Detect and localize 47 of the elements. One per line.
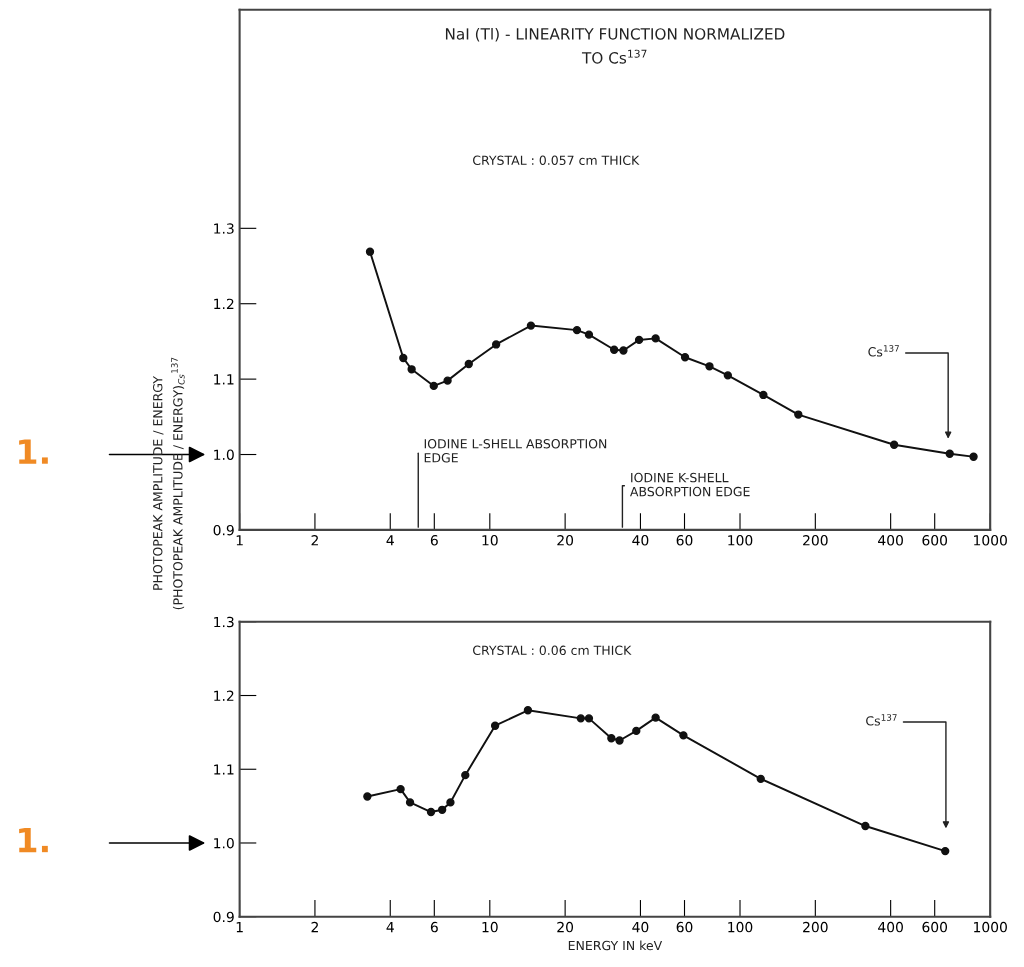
x-tick-label: 1 — [236, 535, 243, 546]
text: 1. — [19, 439, 48, 464]
x-tick-label: 20 — [557, 535, 574, 546]
x-tick-label: 60 — [676, 535, 693, 546]
annotation: IODINE L-SHELL ABSORPTION EDGE — [424, 439, 607, 463]
annotation: IODINE K-SHELL ABSORPTION EDGE — [630, 472, 750, 497]
x-tick-label: 1000 — [974, 921, 1007, 933]
x-tick-label: 400 — [878, 921, 903, 933]
y-tick-label: 1.1 — [214, 374, 234, 385]
x-tick-label: 1000 — [974, 535, 1007, 546]
x-axis-title: ENERGY IN keV — [568, 940, 663, 951]
x-tick-label: 4 — [386, 535, 394, 546]
x-tick-label: 2 — [311, 921, 318, 933]
x-tick-label: 100 — [728, 921, 753, 933]
x-tick-label: 1 — [236, 922, 243, 933]
y-tick-label: 1.0 — [214, 837, 234, 849]
x-tick-label: 100 — [728, 535, 753, 546]
x-tick-label: 4 — [386, 922, 394, 933]
x-tick-label: 60 — [676, 921, 693, 933]
y-tick-label: 0.9 — [213, 911, 234, 923]
y-tick-label: 1.1 — [214, 764, 234, 775]
text: 1. — [19, 827, 48, 853]
x-tick-label: 600 — [922, 535, 948, 546]
annotation: Cs$^{137}$ — [866, 714, 897, 726]
x-tick-label: 6 — [430, 921, 438, 933]
y-tick-label: 1.3 — [214, 616, 234, 628]
x-tick-label: 400 — [878, 535, 903, 546]
x-tick-label: 600 — [922, 921, 948, 933]
y-tick-label: 0.9 — [213, 524, 234, 536]
annotation: Cs$^{137}$ — [868, 345, 899, 357]
x-tick-label: 10 — [482, 921, 498, 933]
annotation: CRYSTAL : 0.06 cm THICK — [473, 645, 632, 656]
x-tick-label: 10 — [482, 535, 498, 546]
x-tick-label: 40 — [632, 921, 649, 933]
x-tick-label: 200 — [803, 921, 828, 933]
x-tick-label: 6 — [430, 535, 438, 546]
y-axis-title: PHOTOPEAK AMPLITUDE / ENERGY (PHOTOPEAK AMPLITUDE / ENERGY)$_{Cs}$$^{137}$ — [153, 357, 185, 610]
x-tick-label: 40 — [632, 535, 649, 546]
y-tick-label: 1.0 — [214, 449, 234, 460]
x-tick-label: 20 — [557, 921, 574, 933]
y-tick-label: 1.2 — [214, 690, 234, 701]
x-tick-label: 200 — [803, 535, 828, 546]
text: NaI (Tl) - LINEARITY FUNCTION NORMALIZED TO Cs$^{137}$ — [445, 27, 785, 64]
x-tick-label: 2 — [311, 535, 318, 546]
y-tick-label: 1.2 — [214, 298, 234, 309]
y-tick-label: 1.3 — [214, 223, 234, 234]
annotation: CRYSTAL : 0.057 cm THICK — [473, 155, 640, 166]
